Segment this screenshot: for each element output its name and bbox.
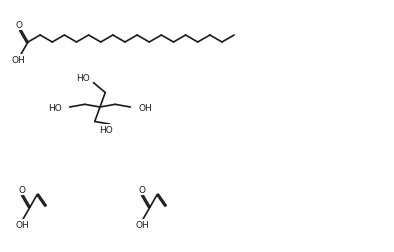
Text: O: O bbox=[15, 21, 22, 30]
Text: HO: HO bbox=[99, 125, 113, 134]
Text: O: O bbox=[19, 186, 26, 195]
Text: OH: OH bbox=[11, 55, 25, 64]
Text: OH: OH bbox=[138, 103, 152, 112]
Text: HO: HO bbox=[76, 74, 89, 83]
Text: OH: OH bbox=[135, 220, 149, 229]
Text: HO: HO bbox=[48, 103, 62, 112]
Text: O: O bbox=[139, 186, 145, 195]
Text: OH: OH bbox=[15, 220, 29, 229]
